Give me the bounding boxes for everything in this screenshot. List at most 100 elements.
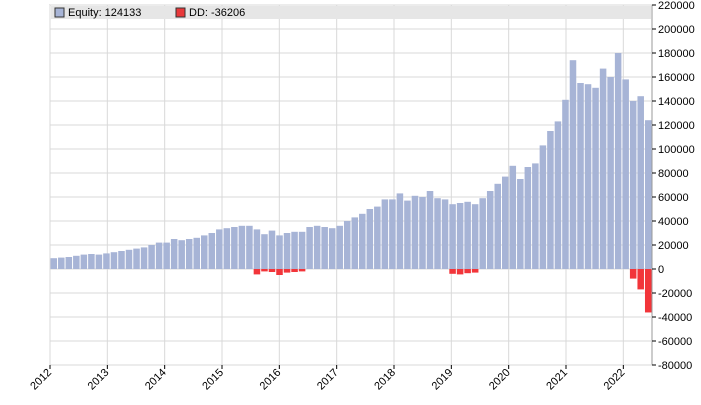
equity-bar [434, 198, 441, 269]
equity-bar [584, 84, 592, 269]
equity-bar [95, 254, 103, 269]
drawdown-bar [276, 269, 283, 275]
equity-bar [125, 249, 133, 269]
legend: Equity: 124133 DD: -36206 [51, 6, 651, 19]
equity-bar [291, 231, 298, 269]
y-tick-label: 20000 [658, 240, 689, 252]
equity-bar [246, 225, 253, 269]
equity-bar [133, 248, 140, 269]
drawdown-bar [291, 269, 298, 272]
equity-bar [404, 200, 411, 269]
plot-area [49, 4, 653, 366]
x-tick-label: 2017 [315, 367, 341, 393]
y-tick-label: 120000 [658, 120, 695, 132]
equity-bar [185, 239, 193, 269]
equity-bar [517, 179, 524, 269]
y-tick-label: 0 [658, 264, 664, 276]
equity-bar [321, 227, 328, 269]
equity-bar [216, 229, 223, 269]
equity-bar [644, 120, 652, 269]
legend-swatch-dd [175, 7, 186, 18]
equity-bar [396, 193, 404, 269]
y-tick-label: 200000 [658, 24, 695, 36]
drawdown-bar [268, 269, 276, 272]
equity-bar [155, 242, 163, 269]
equity-bar [73, 255, 80, 269]
equity-bar [276, 235, 283, 269]
equity-bar [614, 53, 622, 269]
y-tick-label: 80000 [658, 168, 689, 180]
drawdown-bar [464, 269, 471, 274]
drawdown-bar [261, 269, 268, 272]
equity-bar [622, 79, 629, 270]
equity-bar [629, 101, 637, 269]
drawdown-bar [629, 269, 637, 279]
equity-bar [103, 253, 110, 269]
equity-bar [58, 257, 65, 269]
y-tick-label: 180000 [658, 48, 695, 60]
equity-bar [343, 221, 351, 269]
x-tick-label: 2012 [28, 367, 54, 393]
legend-swatch-equity [54, 7, 65, 18]
drawdown-bar [471, 269, 479, 273]
y-tick-label: 40000 [658, 216, 689, 228]
drawdown-bar [456, 269, 464, 275]
equity-bar [532, 163, 539, 269]
equity-bar [502, 176, 509, 269]
equity-bar [261, 234, 268, 269]
equity-bar [110, 252, 118, 269]
equity-bar [193, 237, 200, 269]
x-axis: 2012 2013 2014 2015 2016 2017 2018 2019 2020 2021… [28, 365, 627, 392]
equity-bar [374, 206, 381, 269]
y-tick-label: 220000 [658, 0, 695, 12]
equity-bar [118, 251, 125, 269]
equity-bar [449, 204, 456, 269]
equity-bar [208, 233, 216, 269]
equity-bar [539, 145, 547, 269]
equity-bar [298, 231, 306, 269]
equity-bar [577, 83, 584, 269]
equity-bar [253, 229, 261, 269]
x-tick-label: 2020 [487, 367, 513, 393]
x-tick-label: 2015 [200, 367, 226, 393]
y-tick-label: 100000 [658, 144, 695, 156]
equity-bar [411, 195, 419, 269]
equity-bar [426, 191, 434, 269]
equity-bar [456, 203, 464, 269]
equity-bar [359, 213, 366, 269]
drawdown-bar [644, 269, 652, 313]
equity-bar [486, 191, 494, 269]
equity-bar [201, 235, 208, 269]
equity-bar [366, 209, 374, 269]
equity-bar [50, 258, 58, 269]
equity-bars [50, 53, 652, 270]
y-tick-label: 140000 [658, 96, 695, 108]
equity-bar [268, 230, 276, 269]
equity-bar [419, 197, 426, 269]
equity-bar [328, 228, 336, 269]
drawdown-bar [449, 269, 456, 274]
equity-bar [80, 254, 88, 269]
equity-bar [637, 96, 644, 269]
drawdown-bar [283, 269, 291, 273]
equity-bar [471, 204, 479, 269]
equity-bar [313, 225, 321, 269]
equity-bar [170, 239, 178, 269]
equity-bar [569, 60, 577, 270]
equity-bar [554, 121, 562, 270]
equity-bar [336, 225, 343, 269]
equity-bar [562, 99, 569, 269]
equity-bar [306, 227, 313, 269]
legend-background [51, 6, 651, 19]
equity-bar [524, 167, 532, 269]
equity-bar [464, 201, 471, 269]
equity-bar [381, 199, 389, 269]
equity-bar [283, 233, 291, 269]
equity-bar [223, 228, 231, 269]
drawdown-bar [298, 269, 306, 272]
x-tick-label: 2013 [86, 367, 112, 393]
y-tick-label: -20000 [658, 288, 692, 300]
x-tick-label: 2018 [372, 367, 398, 393]
equity-bar [65, 257, 73, 269]
